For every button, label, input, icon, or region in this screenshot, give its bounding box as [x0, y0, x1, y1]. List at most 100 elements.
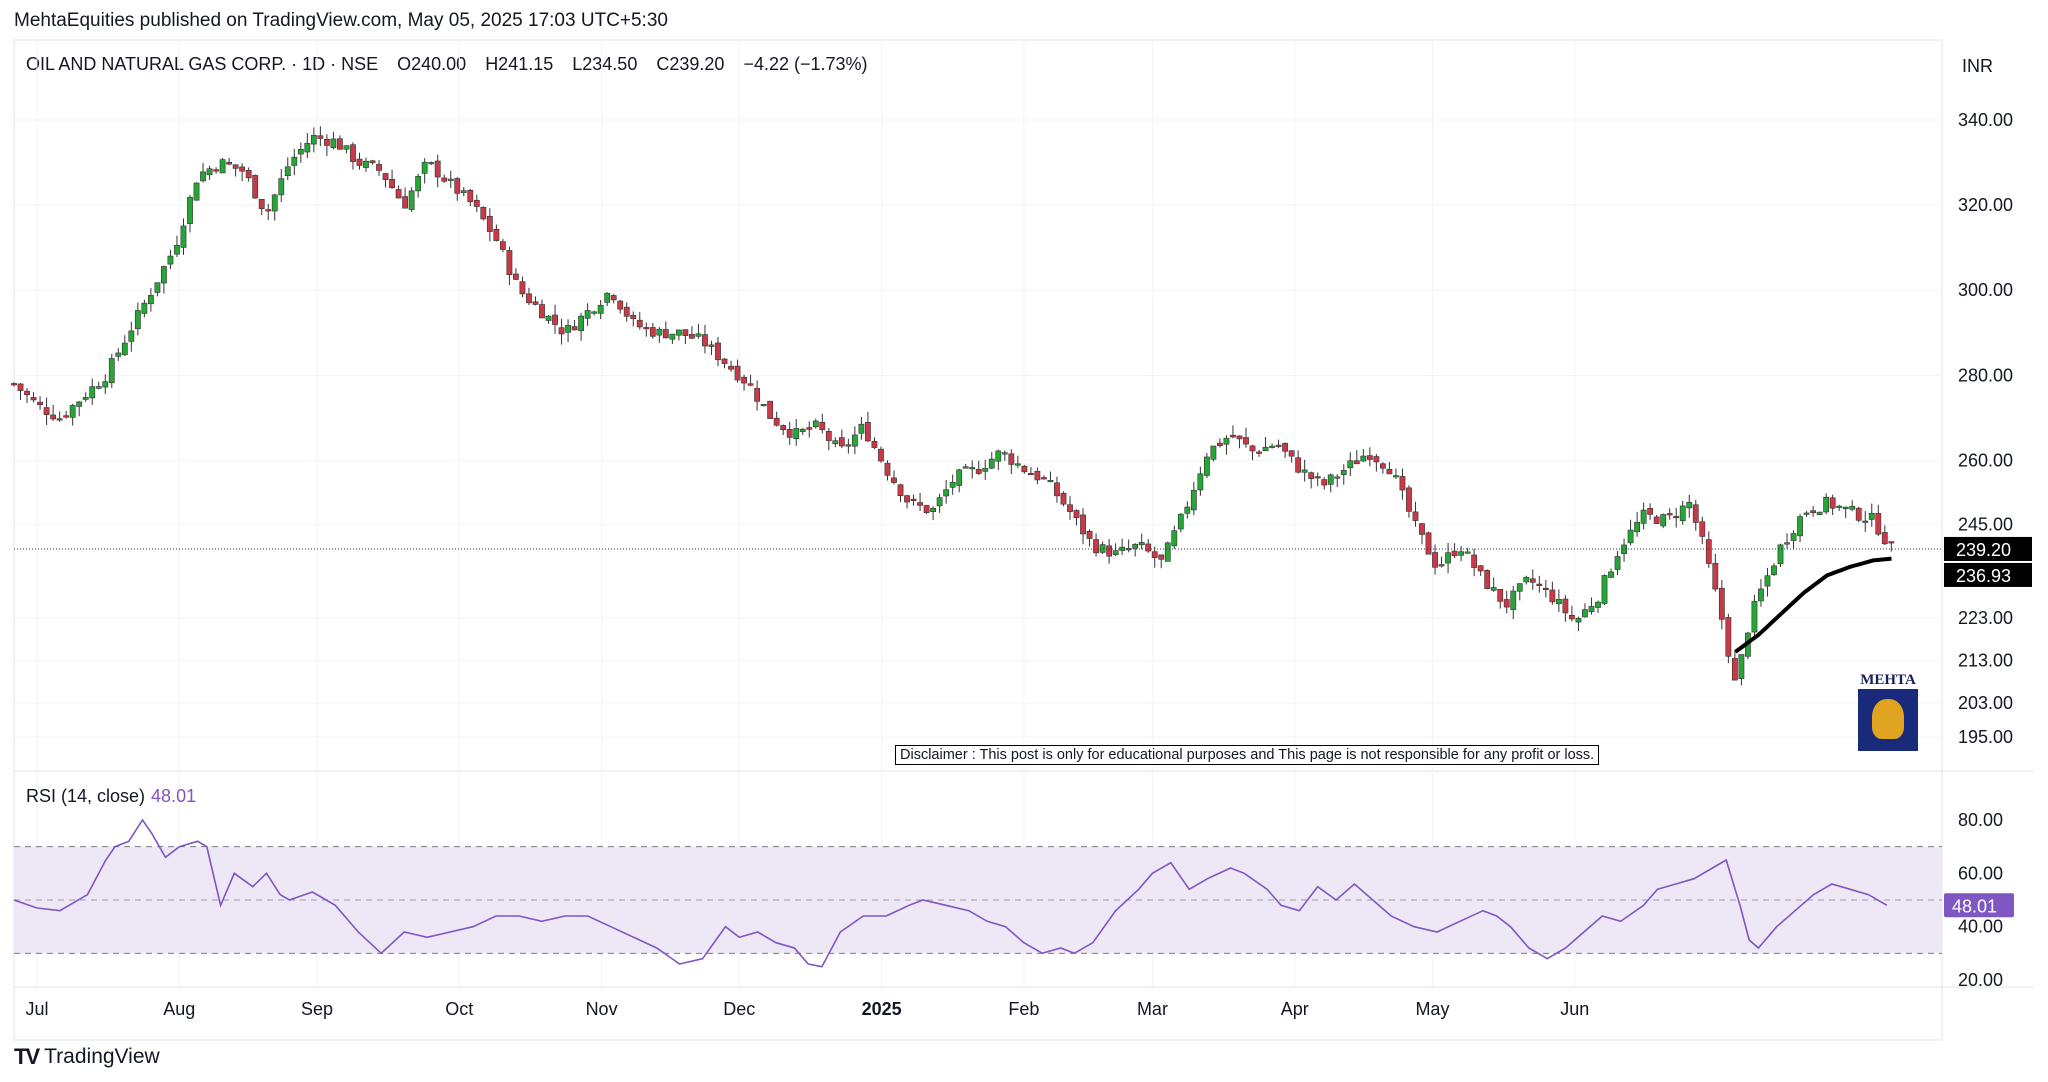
- y-tick-label: 260.00: [1958, 450, 2013, 470]
- candle-body: [1373, 456, 1380, 463]
- candle-body: [1027, 473, 1034, 476]
- candle-body: [532, 301, 539, 305]
- candle-body: [330, 138, 337, 148]
- ma-line: [1734, 556, 1892, 654]
- candle-body: [193, 182, 200, 201]
- candle-body: [421, 161, 428, 174]
- candle-body: [376, 164, 382, 171]
- candle-body: [154, 282, 161, 293]
- candle-body: [962, 466, 969, 469]
- candle-body: [1718, 587, 1725, 620]
- candle-body: [943, 489, 950, 497]
- candle-body: [167, 255, 174, 265]
- candle-body: [108, 358, 115, 384]
- rsi-value: 48.01: [151, 786, 197, 806]
- candle-body: [1816, 511, 1823, 515]
- candle-body: [819, 421, 826, 430]
- candle-body: [1862, 520, 1869, 523]
- candle-body: [845, 444, 852, 447]
- candle-body: [552, 314, 558, 325]
- currency-label[interactable]: INR: [1962, 56, 1993, 76]
- candle-body: [1223, 437, 1230, 445]
- moving-average: [1734, 556, 1892, 654]
- candle-body: [1262, 446, 1269, 452]
- candle-body: [11, 383, 17, 386]
- x-tick-label: Dec: [723, 999, 755, 1019]
- candle-body: [1738, 654, 1745, 679]
- low-value: L234.50: [572, 54, 638, 74]
- candle-body: [30, 397, 37, 401]
- candle-body: [213, 169, 219, 172]
- candle-body: [1112, 550, 1119, 555]
- candle-body: [1438, 564, 1445, 567]
- symbol-name[interactable]: OIL AND NATURAL GAS CORP. · 1D · NSE: [26, 54, 379, 74]
- candle-body: [1784, 542, 1790, 545]
- high-value: H241.15: [485, 54, 554, 74]
- candle-body: [1021, 465, 1028, 473]
- candle-body: [1751, 601, 1758, 633]
- candle-body: [95, 386, 102, 389]
- candle-body: [1269, 445, 1275, 448]
- candle-body: [1503, 599, 1510, 608]
- candle-body: [37, 401, 43, 405]
- candle-body: [467, 189, 474, 203]
- candle-body: [297, 149, 304, 155]
- candle-body: [1464, 551, 1471, 554]
- candle-body: [1145, 543, 1152, 552]
- candle-body: [317, 135, 324, 139]
- x-tick-label: 2025: [862, 999, 902, 1019]
- candle-body: [982, 468, 989, 472]
- candle-body: [1086, 530, 1093, 539]
- candle-body: [1484, 570, 1491, 589]
- candle-body: [1119, 546, 1126, 551]
- rsi-label[interactable]: RSI (14, close): [26, 786, 146, 806]
- candle-body: [1308, 472, 1315, 479]
- candle-body: [1516, 583, 1523, 592]
- tradingview-footer[interactable]: TV TradingView: [14, 1044, 160, 1070]
- candle-body: [780, 425, 787, 431]
- candle-body: [767, 400, 774, 419]
- candle-body: [669, 333, 676, 340]
- candle-body: [1875, 513, 1882, 535]
- candle-body: [1340, 470, 1347, 476]
- last-price-label: 239.20: [1956, 540, 2011, 560]
- change-value: −4.22 (−1.73%): [743, 54, 868, 74]
- candle-body: [617, 300, 624, 310]
- candle-body: [258, 199, 265, 210]
- candle-body: [649, 327, 656, 337]
- candle-body: [1679, 505, 1686, 522]
- candle-body: [695, 333, 702, 337]
- candle-body: [1529, 578, 1536, 583]
- last-price-badge: [1944, 536, 2032, 561]
- candle-body: [1054, 482, 1060, 497]
- candle-body: [636, 319, 643, 328]
- candle-body: [408, 190, 415, 210]
- y-tick-label: 280.00: [1958, 365, 2013, 385]
- candle-body: [1731, 658, 1738, 681]
- candle-body: [1803, 512, 1810, 515]
- candle-body: [604, 292, 611, 303]
- candle-body: [50, 414, 57, 420]
- candle-body: [69, 405, 76, 418]
- candle-body: [1555, 598, 1562, 605]
- candle-body: [1881, 532, 1888, 545]
- candle-body: [1725, 617, 1732, 657]
- candle-body: [995, 450, 1002, 462]
- candle-body: [1217, 442, 1223, 446]
- candle-body: [578, 315, 585, 332]
- candle-body: [1595, 601, 1601, 608]
- candle-body: [760, 404, 767, 407]
- rsi-pane[interactable]: 48.01: [13, 818, 2014, 968]
- candle-body: [799, 428, 806, 432]
- close-value: C239.20: [656, 54, 725, 74]
- x-tick-label: Jun: [1560, 999, 1589, 1019]
- candle-body: [623, 306, 630, 317]
- candle-body: [610, 295, 617, 301]
- candle-body: [988, 458, 995, 469]
- candle-body: [597, 304, 604, 314]
- candle-body: [343, 145, 350, 150]
- candle-body: [1034, 470, 1041, 481]
- candle-body: [871, 440, 878, 448]
- candle-body: [1451, 550, 1458, 557]
